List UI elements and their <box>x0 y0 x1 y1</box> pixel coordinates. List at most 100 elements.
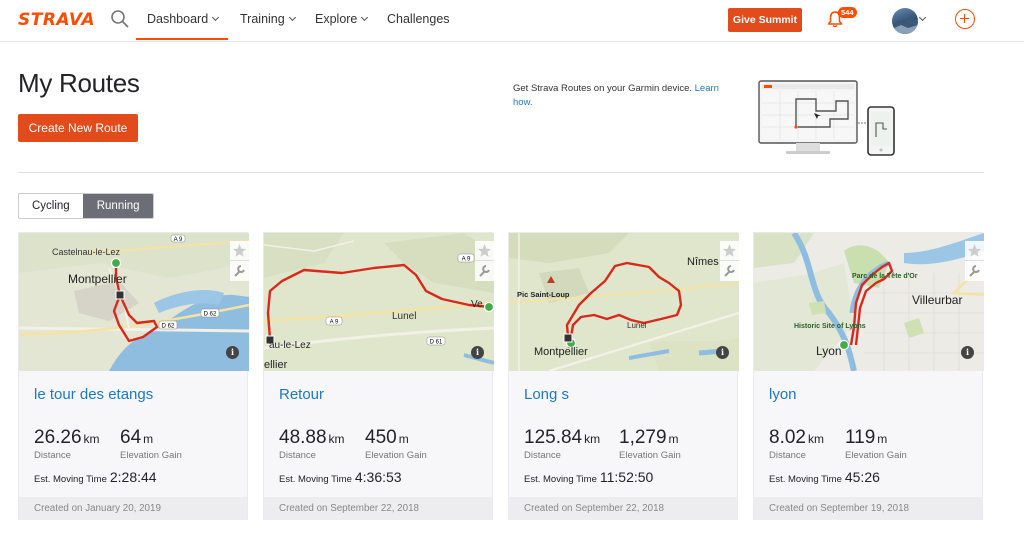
created-date: Created on September 22, 2018 <box>264 497 492 520</box>
map-label: Pic Saint-Loup <box>517 290 570 299</box>
route-start-marker <box>483 301 494 313</box>
distance-stat: 125.84 km Distance <box>524 427 600 461</box>
map-label: Lunel <box>392 311 416 322</box>
map-label: D 62 <box>162 324 175 330</box>
distance-unit: km <box>807 432 824 446</box>
route-start-marker <box>110 257 122 269</box>
nav-explore[interactable]: Explore <box>315 12 369 26</box>
elevation-value: 450 <box>365 427 397 448</box>
favorite-star-button[interactable] <box>230 241 249 261</box>
elevation-stat: 1,279 m Elevation Gain <box>619 427 681 461</box>
chevron-down-icon <box>288 13 296 22</box>
map-info-icon[interactable]: i <box>961 346 974 359</box>
map-label: A 9 <box>174 237 183 243</box>
route-card[interactable]: Parc de la Tête d'Or Villeurbar Historic… <box>753 232 984 520</box>
nav-training[interactable]: Training <box>240 12 296 26</box>
add-activity-icon[interactable] <box>955 9 975 29</box>
moving-time-label: Est. Moving Time <box>279 474 352 485</box>
map-label: Castelnau-le-Lez <box>52 247 121 257</box>
toggle-running[interactable]: Running <box>82 194 153 218</box>
give-summit-button[interactable]: Give Summit <box>728 8 802 32</box>
route-map-image: Nîmes Pic Saint-Loup Montpellier Lunel <box>509 233 739 371</box>
moving-time-stat: Est. Moving Time 4:36:53 <box>279 469 402 487</box>
edit-route-button[interactable] <box>230 261 249 281</box>
distance-label: Distance <box>279 450 316 461</box>
nav-challenges[interactable]: Challenges <box>387 12 450 26</box>
distance-stat: 8.02 km Distance <box>769 427 824 461</box>
elevation-stat: 119 m Elevation Gain <box>845 427 907 461</box>
wrench-icon <box>479 265 490 277</box>
route-line <box>266 263 491 340</box>
route-map[interactable]: Nîmes Pic Saint-Loup Montpellier Lunel i <box>509 233 739 371</box>
map-info-icon[interactable]: i <box>226 346 239 359</box>
route-card[interactable]: Nîmes Pic Saint-Loup Montpellier Lunel i… <box>508 232 739 520</box>
nav-dashboard[interactable]: Dashboard <box>147 12 220 26</box>
route-map[interactable]: A 9 Castelnau-le-Lez Montpellier D 62 D … <box>19 233 249 371</box>
star-icon <box>233 244 246 257</box>
route-name-link[interactable]: lyon <box>769 386 797 403</box>
distance-value: 26.26 <box>34 427 82 448</box>
wrench-icon <box>724 265 735 277</box>
route-name-link[interactable]: Long s <box>524 386 570 403</box>
create-new-route-button[interactable]: Create New Route <box>18 114 138 142</box>
nav-dashboard-label: Dashboard <box>147 12 209 26</box>
distance-label: Distance <box>524 450 561 461</box>
nav-challenges-label: Challenges <box>387 12 450 26</box>
map-info-icon[interactable]: i <box>716 346 729 359</box>
map-label: D 62 <box>204 312 217 318</box>
favorite-star-button[interactable] <box>475 241 494 261</box>
divider <box>18 172 984 173</box>
search-icon[interactable] <box>110 9 130 29</box>
strava-logo[interactable]: STRAVA <box>18 10 96 30</box>
route-card[interactable]: A 9 Castelnau-le-Lez Montpellier D 62 D … <box>18 232 249 520</box>
elevation-label: Elevation Gain <box>365 450 427 461</box>
map-label: Nîmes <box>687 256 719 268</box>
garmin-devices-illustration <box>758 80 895 156</box>
distance-unit: km <box>328 432 345 446</box>
elevation-unit: m <box>398 432 409 446</box>
distance-label: Distance <box>769 450 806 461</box>
edit-route-button[interactable] <box>720 261 739 281</box>
route-name-link[interactable]: le tour des etangs <box>34 386 154 403</box>
route-line <box>565 261 683 349</box>
learn-how-link[interactable]: Learn how. <box>513 83 719 108</box>
wrench-icon <box>969 265 980 277</box>
elevation-value: 1,279 <box>619 427 667 448</box>
route-map[interactable]: Parc de la Tête d'Or Villeurbar Historic… <box>754 233 984 371</box>
edit-route-button[interactable] <box>475 261 494 281</box>
moving-time-value: 11:52:50 <box>599 469 654 485</box>
garmin-promo-text: Get Strava Routes on your Garmin device. <box>513 83 692 94</box>
chevron-down-icon <box>212 13 220 22</box>
distance-value: 125.84 <box>524 427 583 448</box>
distance-unit: km <box>83 432 100 446</box>
edit-route-button[interactable] <box>965 261 984 281</box>
avatar[interactable] <box>892 8 918 34</box>
elevation-label: Elevation Gain <box>120 450 182 461</box>
map-info-icon[interactable]: i <box>471 346 484 359</box>
distance-stat: 26.26 km Distance <box>34 427 100 461</box>
route-name-link[interactable]: Retour <box>279 386 325 403</box>
chevron-down-icon <box>361 13 369 22</box>
notification-count-badge: 544 <box>838 7 857 18</box>
map-label: A 9 <box>330 320 339 326</box>
active-nav-indicator <box>136 38 228 40</box>
elevation-stat: 64 m Elevation Gain <box>120 427 182 461</box>
favorite-star-button[interactable] <box>965 241 984 261</box>
favorite-star-button[interactable] <box>720 241 739 261</box>
top-navigation: STRAVA Dashboard Training Explore Challe… <box>0 0 1024 42</box>
route-map-image: Parc de la Tête d'Or Villeurbar Historic… <box>754 233 984 371</box>
created-date: Created on September 19, 2018 <box>754 497 982 520</box>
route-line <box>849 261 894 346</box>
moving-time-label: Est. Moving Time <box>34 474 107 485</box>
map-label: Historic Site of Lyons <box>794 323 866 330</box>
toggle-cycling[interactable]: Cycling <box>32 200 70 212</box>
star-icon <box>968 244 981 257</box>
elevation-value: 64 <box>120 427 142 448</box>
route-map-image: Lunel au-le-Lez ellier A 9 D 61 A 9 Ve <box>264 233 494 371</box>
route-card[interactable]: Lunel au-le-Lez ellier A 9 D 61 A 9 Ve i… <box>263 232 494 520</box>
route-map[interactable]: Lunel au-le-Lez ellier A 9 D 61 A 9 Ve i <box>264 233 494 371</box>
map-label: Parc de la Tête d'Or <box>852 273 918 280</box>
distance-label: Distance <box>34 450 71 461</box>
chevron-down-icon[interactable] <box>918 13 927 22</box>
moving-time-stat: Est. Moving Time 2:28:44 <box>34 469 157 487</box>
